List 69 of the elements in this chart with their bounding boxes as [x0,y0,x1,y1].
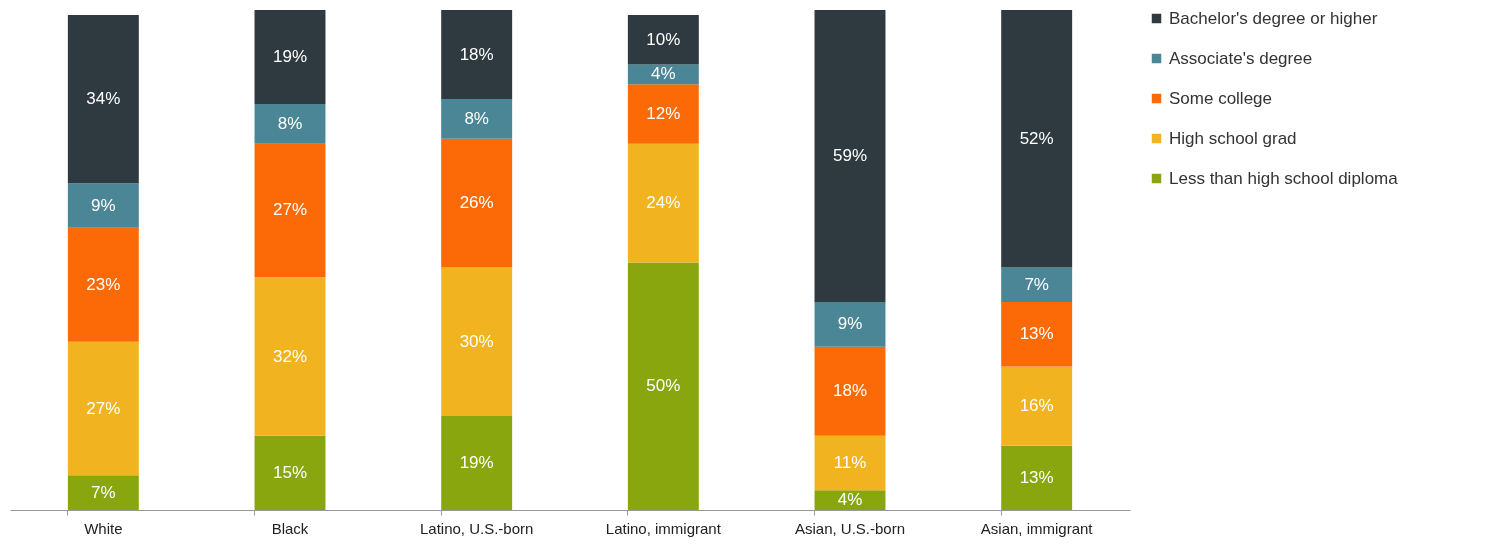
bar [441,138,513,268]
bar [814,346,886,436]
data-label: 13% [1019,467,1054,487]
data-label: 8% [464,108,489,128]
data-label: 9% [91,195,116,215]
bar [67,475,139,510]
bar [627,84,699,144]
data-label: 59% [832,146,868,166]
data-label: 7% [91,482,116,502]
data-label: 50% [646,376,681,396]
data-label: 15% [272,462,308,482]
data-label: 10% [646,29,681,49]
data-label: 24% [646,193,681,213]
x-tick-label: Asian, U.S.-born [794,519,906,537]
bar [441,415,513,510]
bar [67,14,139,184]
bar [441,267,513,416]
bar [1001,366,1073,446]
data-label: 13% [1019,324,1054,344]
bar [254,143,326,278]
data-label: 34% [86,89,121,109]
bar [814,10,886,303]
x-tick-label: Asian, immigrant [980,519,1094,537]
x-tick-label: Latino, immigrant [605,519,722,537]
legend-label: Associate's degree [1169,48,1313,68]
legend-label: Some college [1169,88,1273,108]
bar [814,302,886,347]
bar [814,435,886,491]
data-label: 18% [459,44,494,64]
data-label: 26% [459,193,494,213]
bar [627,262,699,510]
data-label: 52% [1019,128,1054,148]
bar [254,277,326,436]
x-tick-label: White [84,519,123,537]
bar [1001,445,1073,510]
bar [254,104,326,144]
bar [254,435,326,510]
x-tick-label: Latino, U.S.-born [419,519,534,537]
data-label: 19% [459,452,494,472]
bar [1001,10,1073,268]
x-tick-label: Black [271,519,309,537]
data-label: 27% [272,200,308,220]
bar [1001,302,1073,367]
bar [441,10,513,100]
bar [627,143,699,263]
legend-label: High school grad [1169,128,1297,148]
data-label: 7% [1024,274,1049,294]
bar [1001,267,1073,303]
data-label: 18% [832,381,868,401]
data-label: 9% [837,314,863,334]
data-label: 16% [1019,396,1054,416]
data-label: 19% [272,47,308,67]
data-label: 27% [86,398,121,418]
bar [441,99,513,139]
data-label: 8% [277,113,303,133]
data-label: 12% [646,103,681,123]
data-label: 32% [272,346,308,366]
data-label: 4% [837,490,863,510]
data-label: 11% [833,452,867,472]
data-label: 30% [459,331,494,351]
bar [67,341,139,476]
bar [627,14,699,65]
data-label: 23% [86,274,121,294]
bar [67,183,139,228]
bar [254,10,326,105]
legend-label: Less than high school diploma [1169,168,1399,188]
data-label: 4% [651,64,676,84]
bar [67,227,139,342]
legend-label: Bachelor's degree or higher [1169,8,1378,28]
